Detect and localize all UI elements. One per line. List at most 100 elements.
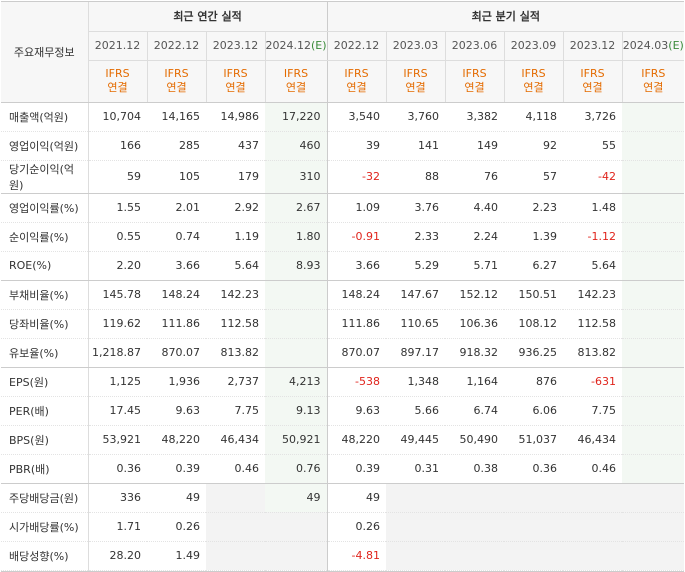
table-row: PER(배) 17.45 9.63 7.75 9.13 9.63 5.66 6.74 6.06 7… — [1, 396, 685, 426]
annual-value: 2,737 — [206, 367, 265, 397]
annual-value: 119.62 — [88, 309, 147, 339]
annual-value — [265, 512, 328, 542]
quarter-value: -631 — [563, 367, 623, 397]
ifrs-label: IFRS — [521, 67, 546, 80]
quarter-value: 150.51 — [504, 280, 564, 310]
annual-value: 17,220 — [265, 102, 328, 132]
quarter-value: 4.40 — [445, 193, 505, 223]
annual-value: 0.76 — [265, 454, 328, 484]
annual-value: 813.82 — [206, 338, 265, 368]
quarter-value — [622, 131, 685, 161]
table-row: PBR(배) 0.36 0.39 0.46 0.76 0.39 0.31 0.38 0.36 0.… — [1, 454, 685, 484]
quarter-value: 46,434 — [563, 425, 623, 455]
quarter-header: 최근 분기 실적 — [326, 2, 685, 32]
annual-value: 2.67 — [265, 193, 328, 223]
row-label: 매출액(억원) — [1, 102, 89, 132]
annual-value: 14,165 — [147, 102, 206, 132]
table-row: 부채비율(%) 145.78 148.24 142.23 148.24 147.67 152… — [1, 280, 685, 310]
annual-value: 148.24 — [147, 280, 206, 310]
accounting-standard: IFRS 연결 — [385, 60, 446, 103]
row-label: 배당성향(%) — [1, 541, 89, 571]
quarter-value: 0.38 — [445, 454, 505, 484]
row-label: EPS(원) — [1, 367, 89, 397]
consolidated-label: 연결 — [166, 81, 187, 94]
annual-value: 112.58 — [206, 309, 265, 339]
quarter-value — [563, 512, 623, 542]
quarter-value: 1.39 — [504, 222, 564, 252]
quarter-value — [622, 251, 685, 281]
consolidated-label: 연결 — [523, 81, 544, 94]
annual-period-0: 2021.12 — [87, 31, 147, 61]
quarter-value: 110.65 — [386, 309, 446, 339]
quarter-value: 112.58 — [563, 309, 623, 339]
annual-value: 1.49 — [147, 541, 206, 571]
accounting-standard: IFRS 연결 — [326, 60, 387, 103]
quarter-value — [386, 541, 446, 571]
row-label: 시가배당률(%) — [1, 512, 89, 542]
quarter-value: 39 — [326, 131, 387, 161]
quarter-value — [445, 512, 505, 542]
quarter-value: 5.71 — [445, 251, 505, 281]
consolidated-label: 연결 — [582, 81, 603, 94]
annual-value: 9.63 — [147, 396, 206, 426]
annual-value: 1.71 — [88, 512, 147, 542]
row-label: 부채비율(%) — [1, 280, 89, 310]
annual-value: 460 — [265, 131, 328, 161]
annual-value: 142.23 — [206, 280, 265, 310]
quarter-period-4: 2023.12 — [562, 31, 623, 61]
estimate-flag: (E) — [668, 39, 684, 52]
ifrs-label: IFRS — [223, 67, 248, 80]
quarter-value: 50,490 — [445, 425, 505, 455]
table-row: 당기순이익(억원) 59 105 179 310 -32 88 76 57 -42 — [1, 160, 685, 194]
quarter-value — [622, 396, 685, 426]
quarter-value: 0.31 — [386, 454, 446, 484]
annual-value: 1,936 — [147, 367, 206, 397]
accounting-standard: IFRS 연결 — [87, 60, 147, 103]
row-label: ROE(%) — [1, 251, 89, 281]
accounting-standard: IFRS 연결 — [562, 60, 623, 103]
ifrs-label: IFRS — [580, 67, 605, 80]
annual-value: 1.19 — [206, 222, 265, 252]
quarter-value: 5.64 — [563, 251, 623, 281]
annual-value: 0.74 — [147, 222, 206, 252]
consolidated-label: 연결 — [285, 81, 307, 94]
quarter-value: 1,164 — [445, 367, 505, 397]
annual-value: 1.80 — [265, 222, 328, 252]
quarter-value: 870.07 — [326, 338, 387, 368]
accounting-standard: IFRS 연결 — [205, 60, 265, 103]
quarter-period-0: 2022.12 — [326, 31, 387, 61]
quarter-value — [445, 541, 505, 571]
quarter-value: -32 — [326, 160, 387, 194]
quarter-value — [622, 309, 685, 339]
quarter-value: 6.27 — [504, 251, 564, 281]
quarter-value: 9.63 — [326, 396, 387, 426]
quarter-period-5: 2024.03(E) — [621, 31, 685, 61]
annual-value: 0.55 — [88, 222, 147, 252]
table-row: 유보율(%) 1,218.87 870.07 813.82 870.07 897.17 91… — [1, 338, 685, 368]
ifrs-label: IFRS — [641, 67, 666, 80]
quarter-value: 5.66 — [386, 396, 446, 426]
row-label: BPS(원) — [1, 425, 89, 455]
annual-value — [265, 338, 328, 368]
quarter-value: 142.23 — [563, 280, 623, 310]
annual-value — [265, 309, 328, 339]
quarter-value: 3,540 — [326, 102, 387, 132]
quarter-value: 57 — [504, 160, 564, 194]
quarter-period-1: 2023.03 — [385, 31, 446, 61]
row-label: 당기순이익(억원) — [1, 160, 89, 194]
annual-header: 최근 연간 실적 — [87, 2, 328, 32]
quarter-value — [622, 338, 685, 368]
annual-period-1: 2022.12 — [146, 31, 206, 61]
quarter-period-3: 2023.09 — [503, 31, 564, 61]
quarter-value — [504, 512, 564, 542]
quarter-value: 1.09 — [326, 193, 387, 223]
quarter-value: -538 — [326, 367, 387, 397]
quarter-value: 108.12 — [504, 309, 564, 339]
row-label: 당좌비율(%) — [1, 309, 89, 339]
consolidated-label: 연결 — [107, 81, 128, 94]
quarter-value: 897.17 — [386, 338, 446, 368]
quarter-value: 2.24 — [445, 222, 505, 252]
row-label: PBR(배) — [1, 454, 89, 484]
annual-value: 285 — [147, 131, 206, 161]
quarter-value: 0.39 — [326, 454, 387, 484]
